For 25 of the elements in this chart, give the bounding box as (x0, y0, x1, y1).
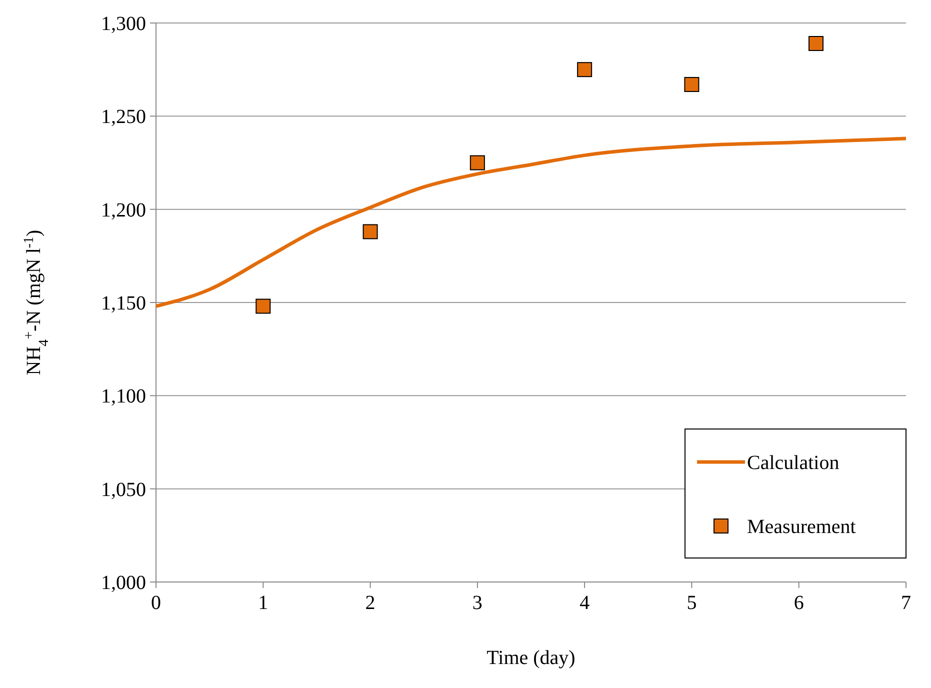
x-tick-label: 2 (365, 592, 376, 614)
point (577, 62, 592, 78)
x-tick-label: 4 (580, 592, 590, 614)
y-tick-label: 1,050 (101, 478, 146, 501)
point (470, 155, 485, 170)
y-tick-label: 1,100 (101, 386, 146, 408)
y-tick-label: 1,200 (101, 199, 146, 222)
y-tick-label: 1,000 (101, 572, 146, 594)
y-tick-label: 1,300 (101, 13, 146, 35)
y-tick-label: 1,150 (101, 292, 146, 314)
x-axis-title: Time (day) (486, 647, 576, 669)
point (808, 36, 824, 51)
point (684, 76, 700, 92)
x-tick-label: 7 (901, 592, 911, 614)
point (362, 224, 378, 240)
x-tick-label: 6 (794, 592, 804, 614)
x-tick-label: 3 (472, 592, 482, 614)
y-tick-label: 1,250 (101, 106, 146, 128)
legend-label: Measurement (747, 516, 856, 538)
x-tick-label: 0 (151, 592, 161, 614)
x-tick-label: 5 (686, 592, 697, 614)
point (256, 298, 271, 314)
line-series (154, 136, 908, 308)
x-tick-label: 1 (258, 592, 268, 614)
legend-label: Calculation (747, 452, 840, 474)
